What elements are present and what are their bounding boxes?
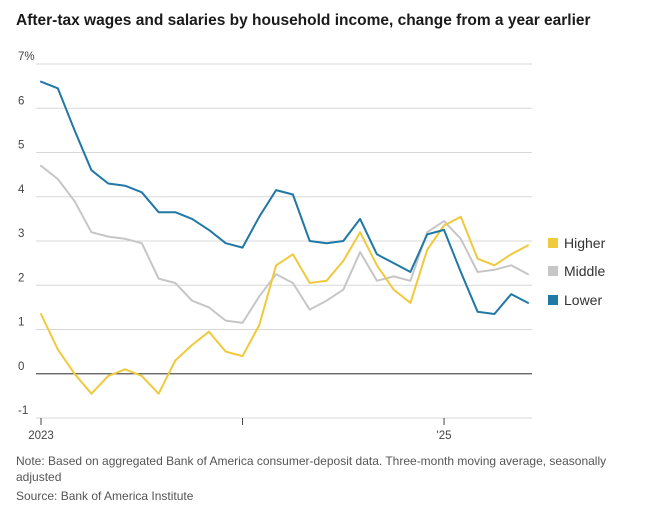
x-axis-ticks: 2023 '25 bbox=[28, 418, 452, 442]
series-line-middle bbox=[40, 164, 529, 324]
x-tick-label: 2023 bbox=[28, 430, 54, 442]
series-line-lower bbox=[40, 80, 529, 315]
y-tick-label: 3 bbox=[18, 228, 24, 240]
y-tick-label: 2 bbox=[18, 272, 24, 284]
chart-source: Source: Bank of America Institute bbox=[16, 489, 194, 503]
chart-note: Note: Based on aggregated Bank of Americ… bbox=[16, 454, 607, 484]
chart-title: After-tax wages and salaries by househol… bbox=[16, 12, 591, 29]
line-chart: 7% 6 5 4 3 2 1 0 -1 2023 '25 Higher Middle Lower bbox=[18, 51, 606, 442]
y-tick-label: 6 bbox=[18, 95, 24, 107]
x-tick-label: '25 bbox=[437, 430, 452, 442]
legend-label-middle: Middle bbox=[564, 263, 605, 279]
y-tick-label: 7% bbox=[18, 51, 35, 63]
series-line-higher bbox=[40, 215, 529, 395]
legend-swatch-middle bbox=[548, 266, 558, 276]
y-tick-label: 0 bbox=[18, 361, 24, 373]
legend-label-higher: Higher bbox=[564, 235, 606, 251]
y-tick-label: 1 bbox=[18, 317, 24, 329]
legend-label-lower: Lower bbox=[564, 292, 602, 308]
legend-swatch-higher bbox=[548, 238, 558, 248]
gridlines bbox=[36, 63, 532, 419]
y-tick-label: 5 bbox=[18, 140, 24, 152]
legend-swatch-lower bbox=[548, 295, 558, 305]
y-tick-label: -1 bbox=[18, 405, 28, 417]
legend: Higher Middle Lower bbox=[548, 235, 606, 308]
y-axis-tick-labels: 7% 6 5 4 3 2 1 0 -1 bbox=[18, 51, 35, 417]
series-lines bbox=[40, 80, 529, 395]
y-tick-label: 4 bbox=[18, 184, 25, 196]
